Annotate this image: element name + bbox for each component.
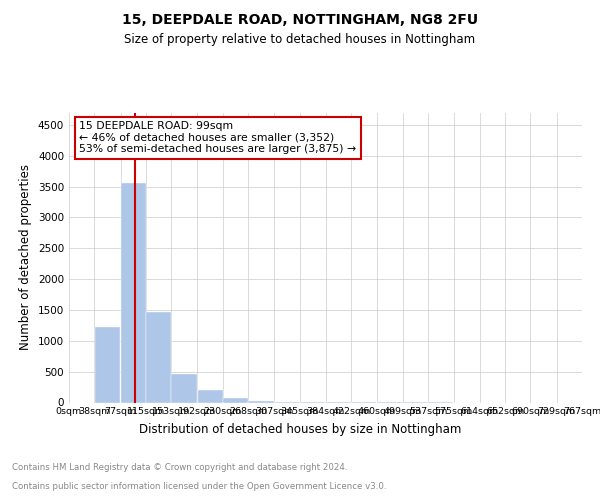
Text: 15, DEEPDALE ROAD, NOTTINGHAM, NG8 2FU: 15, DEEPDALE ROAD, NOTTINGHAM, NG8 2FU xyxy=(122,12,478,26)
Bar xyxy=(95,326,121,402)
Text: Distribution of detached houses by size in Nottingham: Distribution of detached houses by size … xyxy=(139,422,461,436)
Bar xyxy=(248,400,274,402)
Bar xyxy=(197,390,223,402)
Text: Size of property relative to detached houses in Nottingham: Size of property relative to detached ho… xyxy=(124,32,476,46)
Text: 15 DEEPDALE ROAD: 99sqm
← 46% of detached houses are smaller (3,352)
53% of semi: 15 DEEPDALE ROAD: 99sqm ← 46% of detache… xyxy=(79,121,356,154)
Text: Contains HM Land Registry data © Crown copyright and database right 2024.: Contains HM Land Registry data © Crown c… xyxy=(12,464,347,472)
Bar xyxy=(172,374,197,402)
Y-axis label: Number of detached properties: Number of detached properties xyxy=(19,164,32,350)
Bar xyxy=(146,312,171,402)
Bar xyxy=(223,398,248,402)
Bar xyxy=(121,184,146,402)
Text: Contains public sector information licensed under the Open Government Licence v3: Contains public sector information licen… xyxy=(12,482,386,491)
